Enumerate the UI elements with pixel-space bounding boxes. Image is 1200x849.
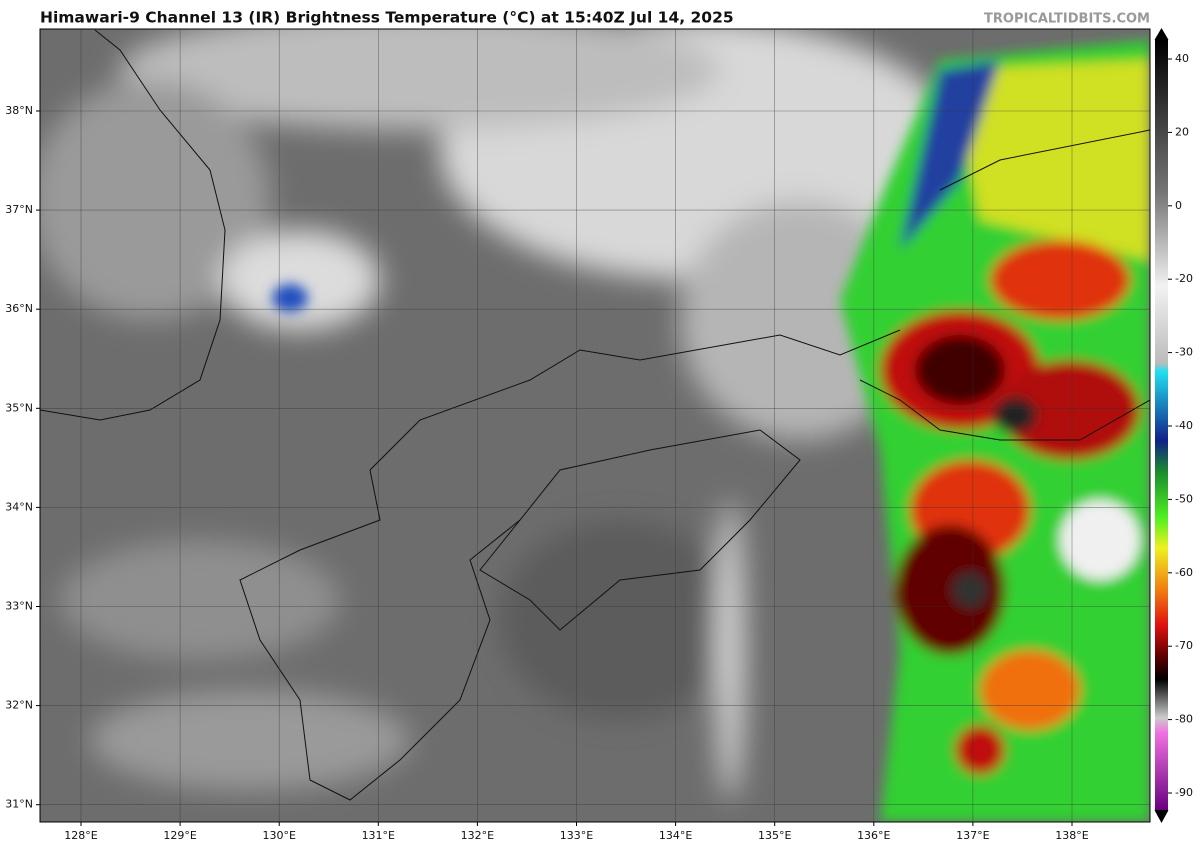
satellite-image xyxy=(40,29,1150,822)
colorbar-label: -90 xyxy=(1175,786,1193,799)
map-frame xyxy=(39,28,1151,823)
source: TROPICALTIDBITS.COM xyxy=(984,12,1150,27)
colorbar-label: -50 xyxy=(1175,492,1193,505)
colorbar-label: -20 xyxy=(1175,272,1193,285)
colorbar-label: 0 xyxy=(1175,199,1182,212)
lon-label: 128°E xyxy=(64,829,97,842)
lon-label: 136°E xyxy=(857,829,890,842)
colorbar-label: -60 xyxy=(1175,566,1193,579)
lon-label: 130°E xyxy=(262,829,295,842)
lat-label: 32°N xyxy=(5,699,33,712)
colorbar-label: -80 xyxy=(1175,713,1193,726)
lon-label: 129°E xyxy=(163,829,196,842)
lat-label: 34°N xyxy=(5,500,33,513)
lat-label: 33°N xyxy=(5,600,33,613)
title: Himawari-9 Channel 13 (IR) Brightness Te… xyxy=(40,9,734,27)
lat-label: 31°N xyxy=(5,798,33,811)
colorbar-label: -70 xyxy=(1175,639,1193,652)
colorbar xyxy=(1155,40,1168,810)
lon-label: 138°E xyxy=(1055,829,1088,842)
colorbar-label: -30 xyxy=(1175,346,1193,359)
lon-label: 137°E xyxy=(956,829,989,842)
lon-label: 131°E xyxy=(362,829,395,842)
colorbar-label: 40 xyxy=(1175,52,1189,65)
lon-label: 132°E xyxy=(461,829,494,842)
colorbar-label: -40 xyxy=(1175,419,1193,432)
colorbar-label: 20 xyxy=(1175,125,1189,138)
graticule xyxy=(40,29,1150,822)
colorbar-ends xyxy=(1154,28,1169,824)
lat-label: 37°N xyxy=(5,203,33,216)
lon-label: 133°E xyxy=(560,829,593,842)
lon-label: 134°E xyxy=(659,829,692,842)
lon-label: 135°E xyxy=(758,829,791,842)
coastlines xyxy=(40,29,1150,801)
lat-label: 38°N xyxy=(5,104,33,117)
lat-label: 36°N xyxy=(5,302,33,315)
lat-label: 35°N xyxy=(5,401,33,414)
